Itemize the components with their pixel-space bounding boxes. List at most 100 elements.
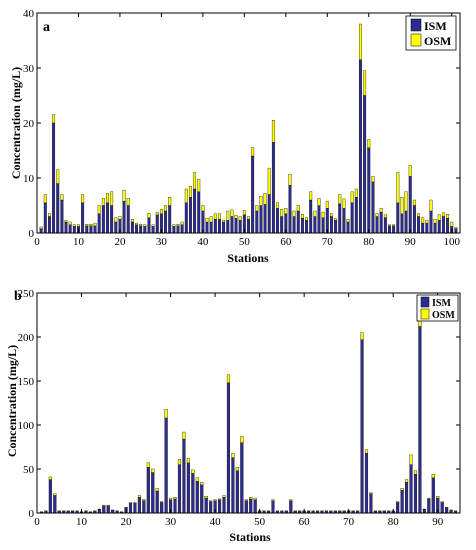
panel-a-bar-ism-6	[60, 199, 64, 234]
panel-a-bar-ism-69	[321, 217, 325, 234]
panel-a-xtick-label: 30	[156, 236, 168, 248]
panel-a-bar-osm-50	[242, 210, 246, 216]
panel-b-bar-osm-15	[102, 504, 106, 507]
panel-a-bar-ism-4	[52, 122, 56, 234]
panel-b-bar-ism-86	[418, 326, 422, 514]
panel-b-bar-ism-45	[235, 470, 239, 514]
panel-a-bar-osm-13	[89, 224, 93, 227]
panel-a-ylabel: Concentration (mg/L)	[9, 67, 23, 179]
panel-b-bar-ism-81	[396, 502, 400, 514]
panel-a-frame	[36, 12, 461, 234]
panel-a-bar-osm-74	[342, 198, 346, 209]
panel-b-bar-ism-38	[204, 497, 208, 514]
panel-b-bar-osm-47	[244, 499, 248, 501]
panel-a-bar-osm-10	[77, 224, 80, 227]
panel-a-bar-osm-18	[110, 191, 114, 206]
panel-a-bar-ism-46	[226, 220, 230, 234]
panel-b-xtick-label: 0	[34, 516, 40, 528]
panel-b-bar-osm-31	[173, 496, 177, 500]
panel-a-bar-osm-19	[114, 217, 118, 223]
panel-b-bar-ism-29	[164, 417, 168, 514]
panel-a-bar-osm-66	[309, 191, 313, 201]
panel-a-bar-osm-70	[325, 200, 329, 209]
panel-b-xtick-label: 50	[254, 516, 266, 528]
panel-b-bars	[39, 315, 458, 514]
panel-a-bar-osm-76	[350, 191, 354, 203]
panel-a-bar-ism-25	[139, 225, 143, 234]
panel-b-bar-osm-90	[436, 496, 440, 499]
panel-b-xtick-label: 90	[432, 516, 444, 528]
panel-a-bar-osm-37	[188, 186, 192, 198]
panel-b-bar-ism-15	[102, 505, 106, 514]
panel-b-bar-ism-84	[409, 464, 413, 514]
panel-a-bar-osm-59	[280, 209, 284, 217]
panel-a-bar-ism-67	[313, 216, 317, 234]
panel-a-bar-ism-24	[135, 224, 138, 234]
panel-b-bar-osm-40	[213, 499, 217, 501]
panel-a-bar-ism-42	[209, 221, 213, 234]
panel-b-letter: b	[14, 289, 22, 304]
panel-a-bar-osm-88	[400, 197, 404, 214]
panel-a-bar-ism-21	[122, 200, 126, 234]
panel-a-bar-osm-39	[197, 178, 201, 192]
panel-a-bar-ism-91	[412, 205, 416, 234]
panel-a-bar-ism-48	[234, 217, 238, 234]
panel-b-bar-ism-36	[195, 481, 199, 514]
panel-a-bar-osm-11	[81, 194, 85, 203]
panel-a-bar-osm-34	[176, 224, 180, 227]
panel-a-bar-ism-61	[288, 184, 292, 234]
panel-a-bar-ism-59	[280, 216, 284, 234]
panel-b-bar-ism-31	[173, 498, 177, 514]
panel-a-bar-ism-18	[110, 205, 114, 234]
panel-a-legend-swatch-osm	[410, 33, 422, 47]
panel-a-bar-ism-88	[400, 213, 404, 234]
panel-b-xtick-label: 30	[165, 516, 177, 528]
panel-b-bar-ism-23	[137, 496, 141, 514]
panel-a-bar-ism-84	[383, 217, 387, 234]
panel-a-legend: ISM OSM	[405, 15, 457, 51]
panel-a-bar-osm-57	[271, 120, 275, 143]
panel-b-bar-osm-16	[106, 504, 110, 507]
panel-a-bar-osm-45	[222, 220, 226, 223]
panel-a-bar-osm-52	[251, 147, 255, 157]
panel-a-bar-ism-7	[64, 221, 68, 234]
panel-a-bar-ism-54	[259, 205, 263, 234]
panel-b-bar-ism-41	[218, 499, 222, 514]
panel-a-xtick-label: 80	[363, 236, 375, 248]
panel-a-bar-ism-31	[164, 210, 168, 234]
panel-a-bar-osm-73	[338, 194, 342, 205]
panel-a-bar-osm-20	[118, 216, 122, 220]
panel-a-chart: a Concentration (mg/L) Stations 0 10 20 30 4…	[9, 8, 461, 265]
panel-b-bar-ism-46	[240, 442, 244, 514]
panel-a-bar-osm-53	[255, 205, 259, 212]
panel-a-bar-ism-68	[317, 205, 321, 234]
panel-a-bar-ism-93	[421, 222, 425, 234]
panel-b-bar-osm-21	[128, 502, 133, 504]
panel-a-bar-osm-4	[52, 114, 56, 124]
panel-a-bar-osm-75	[346, 219, 350, 223]
panel-b-bar-osm-81	[396, 501, 400, 503]
panel-b-bar-osm-91	[440, 501, 444, 503]
panel-b-bar-osm-73	[360, 332, 364, 340]
panel-a-bar-osm-49	[238, 216, 242, 221]
panel-a-bar-ism-36	[184, 202, 188, 234]
panel-a-bar-osm-30	[159, 209, 163, 214]
panel-a-xtick-label: 0	[34, 236, 40, 248]
panel-a-bar-ism-77	[354, 197, 358, 234]
panel-b-xtick-label: 10	[76, 516, 88, 528]
panel-a-bar-osm-64	[300, 214, 304, 219]
panel-a-bar-osm-3	[47, 213, 51, 217]
panel-a-bar-ism-57	[271, 142, 275, 234]
panel-a-bar-ism-86	[392, 225, 396, 234]
panel-a-bar-osm-95	[429, 199, 433, 212]
panel-a-bar-osm-36	[184, 188, 188, 203]
panel-a-bar-osm-24	[135, 222, 138, 225]
panel-b-bar-ism-48	[249, 498, 253, 514]
panel-b-bar-osm-75	[369, 492, 373, 494]
panel-a-bar-ism-44	[218, 219, 221, 234]
panel-a-bar-osm-25	[139, 224, 143, 227]
panel-a-bar-ism-63	[296, 210, 300, 234]
panel-a-bar-ism-56	[267, 194, 271, 234]
panel-a-xtick-label: 40	[197, 236, 209, 248]
panel-a-ytick-label: 30	[23, 63, 35, 75]
